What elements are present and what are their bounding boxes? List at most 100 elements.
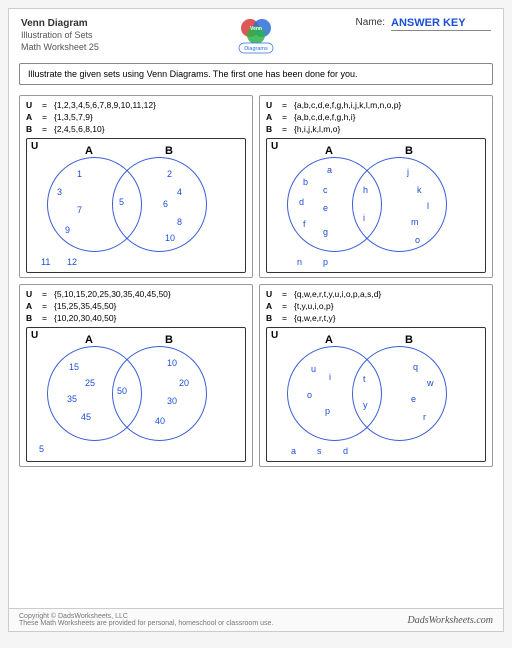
element-only-a: d [299,197,304,207]
equals-sign: = [42,301,52,311]
set-value: {q,w,e,r,t,y} [294,313,486,323]
element-only-a: i [329,372,331,382]
set-symbol: B [26,313,40,323]
element-only-b: j [407,167,409,177]
set-symbol: U [266,289,280,299]
set-symbol: U [26,100,40,110]
instruction-text: Illustrate the given sets using Venn Dia… [28,69,358,79]
set-symbol: U [26,289,40,299]
venn-diagram: UAB137952468101112 [26,138,246,273]
element-outside: n [297,257,302,267]
worksheet-subtitle-1: Illustration of Sets [21,30,99,42]
set-def-U: U={q,w,e,r,t,y,u,i,o,p,a,s,d} [266,289,486,299]
set-symbol: A [26,112,40,122]
element-only-b: q [413,362,418,372]
element-only-b: m [411,217,419,227]
set-value: {a,b,c,d,e,f,g,h,i,j,k,l,m,n,o,p} [294,100,486,110]
answer-key-text: ANSWER KEY [391,17,491,31]
b-label: B [165,145,173,157]
element-outside: a [291,446,296,456]
element-only-a: 15 [69,362,79,372]
set-symbol: B [266,124,280,134]
footer-left: Copyright © DadsWorksheets, LLC These Ma… [19,613,273,627]
u-label: U [31,330,38,341]
b-label: B [165,334,173,346]
element-only-b: 30 [167,396,177,406]
set-value: {2,4,5,6,8,10} [54,124,246,134]
element-only-b: 40 [155,416,165,426]
instruction-box: Illustrate the given sets using Venn Dia… [19,63,493,85]
element-only-a: o [307,390,312,400]
element-only-a: a [327,165,332,175]
element-only-a: b [303,177,308,187]
equals-sign: = [282,289,292,299]
a-label: A [85,145,93,157]
equals-sign: = [282,124,292,134]
element-intersection: y [363,400,368,410]
element-only-b: e [411,394,416,404]
set-def-A: A={a,b,c,d,e,f,g,h,i} [266,112,486,122]
b-label: B [405,334,413,346]
quadrant-1: U={1,2,3,4,5,6,7,8,9,10,11,12}A={1,3,5,7… [19,95,253,278]
equals-sign: = [282,301,292,311]
element-outside: 12 [67,257,77,267]
a-label: A [85,334,93,346]
footer-brand: DadsWorksheets.com [408,615,493,626]
worksheet-title: Venn Diagram [21,17,99,30]
footer-note: These Math Worksheets are provided for p… [19,620,273,627]
circle-b [112,157,207,252]
equals-sign: = [42,313,52,323]
element-only-a: 35 [67,394,77,404]
quadrant-4: U={q,w,e,r,t,y,u,i,o,p,a,s,d}A={t,y,u,i,… [259,284,493,467]
u-label: U [31,141,38,152]
venn-logo-icon: Venn Diagrams [233,15,279,55]
set-value: {1,3,5,7,9} [54,112,246,122]
element-intersection: t [363,374,366,384]
set-value: {5,10,15,20,25,30,35,40,45,50} [54,289,246,299]
element-only-a: u [311,364,316,374]
set-symbol: B [266,313,280,323]
a-label: A [325,145,333,157]
element-only-b: l [427,201,429,211]
name-label: Name: [356,17,385,28]
set-def-U: U={5,10,15,20,25,30,35,40,45,50} [26,289,246,299]
venn-diagram: UAB1525354510203040505 [26,327,246,462]
set-value: {t,y,u,i,o,p} [294,301,486,311]
equals-sign: = [282,112,292,122]
set-def-U: U={1,2,3,4,5,6,7,8,9,10,11,12} [26,100,246,110]
set-value: {1,2,3,4,5,6,7,8,9,10,11,12} [54,100,246,110]
set-symbol: A [266,112,280,122]
set-value: {q,w,e,r,t,y,u,i,o,p,a,s,d} [294,289,486,299]
element-only-a: 45 [81,412,91,422]
header-left: Venn Diagram Illustration of Sets Math W… [21,17,99,51]
element-only-b: w [427,378,434,388]
set-def-A: A={15,25,35,45,50} [26,301,246,311]
footer: Copyright © DadsWorksheets, LLC These Ma… [9,608,503,631]
element-outside: p [323,257,328,267]
element-only-a: c [323,185,328,195]
u-label: U [271,141,278,152]
element-only-b: 6 [163,199,168,209]
element-only-a: 25 [85,378,95,388]
set-def-B: B={q,w,e,r,t,y} [266,313,486,323]
equals-sign: = [42,100,52,110]
set-def-B: B={10,20,30,40,50} [26,313,246,323]
svg-text:Diagrams: Diagrams [244,46,268,52]
header-right: Name: ANSWER KEY [356,17,491,51]
element-only-b: r [423,412,426,422]
element-outside: 11 [41,257,50,267]
element-only-b: o [415,235,420,245]
worksheet-subtitle-2: Math Worksheet 25 [21,42,99,54]
equals-sign: = [42,289,52,299]
element-only-a: 3 [57,187,62,197]
element-outside: s [317,446,322,456]
quadrant-2: U={a,b,c,d,e,f,g,h,i,j,k,l,m,n,o,p}A={a,… [259,95,493,278]
element-intersection: h [363,185,368,195]
element-only-a: e [323,203,328,213]
equals-sign: = [282,100,292,110]
element-only-a: p [325,406,330,416]
element-only-a: 9 [65,225,70,235]
quadrant-3: U={5,10,15,20,25,30,35,40,45,50}A={15,25… [19,284,253,467]
equals-sign: = [42,124,52,134]
set-symbol: B [26,124,40,134]
